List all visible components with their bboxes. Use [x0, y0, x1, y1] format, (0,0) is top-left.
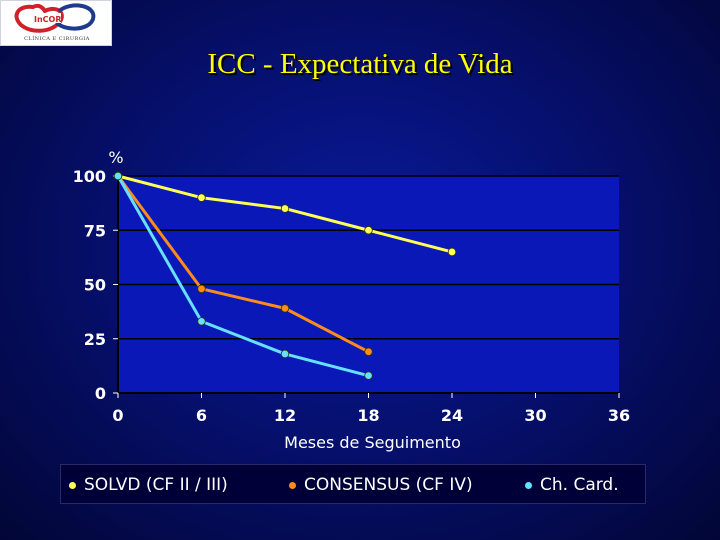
- ticks: 0 25 50 75 100 0 6 12 18 24 30 36: [73, 167, 631, 425]
- legend-item-ch-card: Ch. Card.: [525, 475, 619, 495]
- x-tick-label: 6: [196, 406, 207, 425]
- legend: SOLVD (CF II / III) CONSENSUS (CF IV) Ch…: [60, 464, 646, 504]
- slide-title: ICC - Expectativa de Vida: [207, 48, 513, 80]
- data-point: [447, 247, 457, 257]
- data-point: [280, 304, 290, 313]
- legend-item-solvd: SOLVD (CF II / III): [69, 475, 228, 495]
- legend-label: Ch. Card.: [540, 475, 619, 495]
- x-axis-label: Meses de Seguimento: [284, 433, 461, 452]
- x-tick-label: 24: [441, 406, 463, 425]
- x-tick-label: 0: [112, 406, 123, 425]
- legend-label: CONSENSUS (CF IV): [304, 475, 473, 495]
- y-tick-label: 100: [73, 167, 106, 186]
- y-axis-label: %: [108, 148, 123, 167]
- legend-item-consensus: CONSENSUS (CF IV): [289, 475, 473, 495]
- series-line-1: [116, 175, 370, 354]
- y-tick-label: 25: [84, 330, 106, 349]
- x-tick-label: 30: [524, 406, 546, 425]
- legend-label: SOLVD (CF II / III): [84, 475, 228, 495]
- svg-text:InCOR: InCOR: [34, 15, 62, 24]
- data-point: [364, 371, 373, 380]
- data-point: [364, 347, 373, 356]
- data-point: [280, 204, 290, 213]
- x-tick-label: 36: [608, 406, 630, 425]
- data-point: [197, 284, 206, 294]
- logo-heart-icon: InCOR: [14, 3, 96, 33]
- y-tick-label: 50: [84, 276, 106, 295]
- series-line-2: [116, 175, 369, 378]
- data-point: [280, 349, 290, 359]
- series: [113, 171, 457, 380]
- x-tick-label: 12: [274, 406, 296, 425]
- logo-caption: CLÍNICA E CIRURGIA: [24, 36, 90, 42]
- data-point: [113, 171, 123, 181]
- clinic-logo: InCOR CLÍNICA E CIRURGIA: [0, 0, 112, 46]
- data-point: [197, 317, 206, 326]
- legend-marker-icon: [525, 481, 532, 489]
- data-point: [197, 193, 206, 202]
- x-tick-label: 18: [357, 406, 379, 425]
- legend-marker-icon: [289, 481, 296, 489]
- y-tick-label: 75: [84, 221, 106, 240]
- y-tick-label: 0: [95, 384, 106, 403]
- data-point: [364, 226, 373, 235]
- legend-marker-icon: [69, 481, 76, 489]
